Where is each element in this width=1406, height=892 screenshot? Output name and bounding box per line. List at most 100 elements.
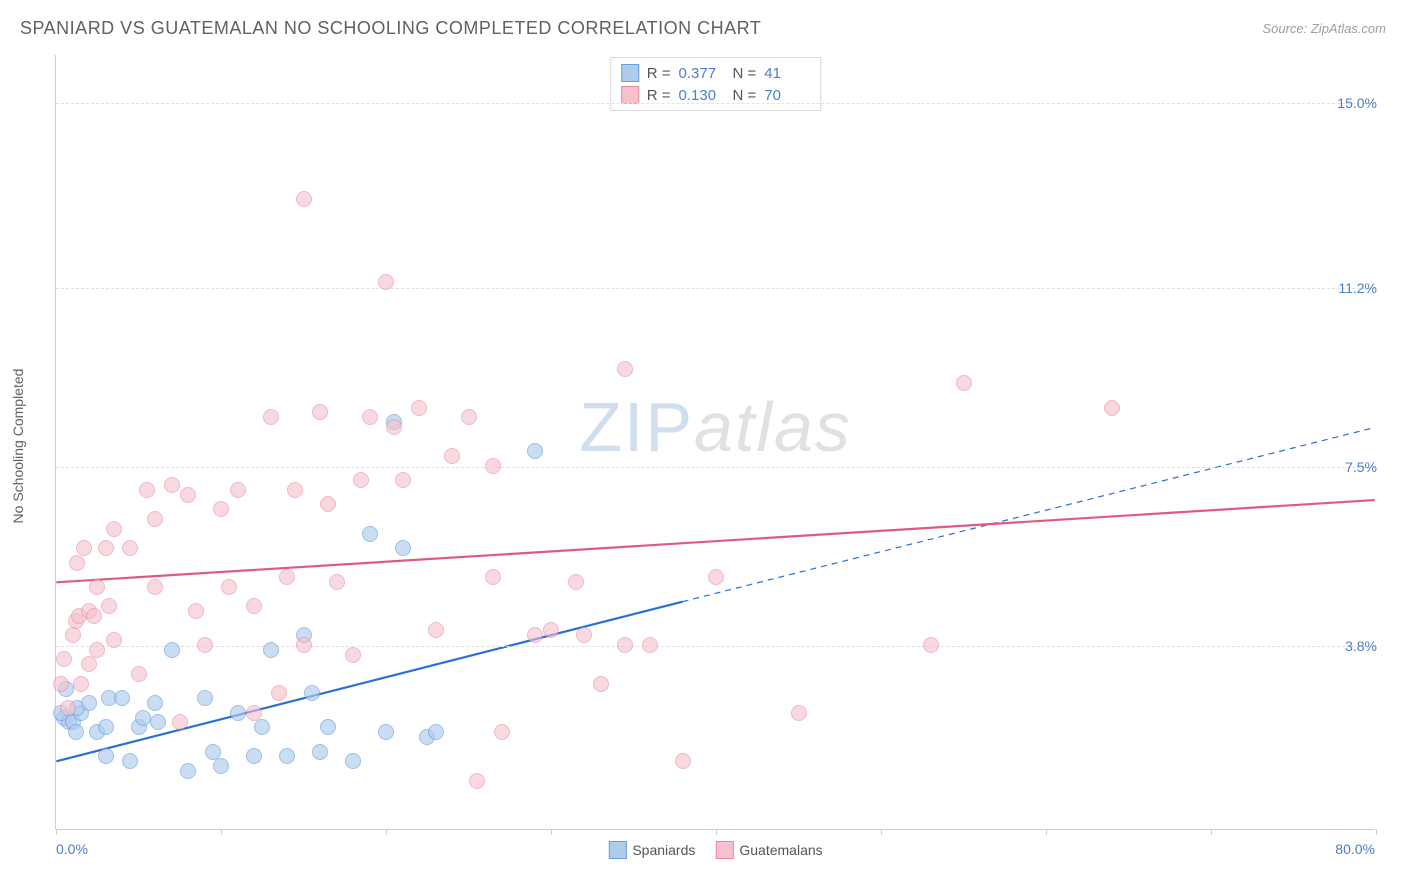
gridline: [56, 467, 1375, 468]
N-label: N =: [733, 87, 757, 104]
spaniards-legend-swatch: [608, 841, 626, 859]
guatemalans-point: [197, 637, 213, 653]
spaniards-point: [312, 744, 328, 760]
spaniards-point: [150, 714, 166, 730]
guatemalans-point: [378, 274, 394, 290]
guatemalans-point: [287, 482, 303, 498]
spaniards-trendline: [56, 602, 682, 762]
guatemalans-point: [76, 540, 92, 556]
gridline-label: 7.5%: [1339, 459, 1377, 475]
spaniards-trendline-extrapolated: [683, 427, 1375, 601]
y-axis-title: No Schooling Completed: [10, 369, 26, 524]
guatemalans-point: [188, 603, 204, 619]
spaniards-point: [205, 744, 221, 760]
guatemalans-point: [122, 540, 138, 556]
guatemalans-point: [172, 714, 188, 730]
guatemalans-point: [461, 409, 477, 425]
guatemalans-point: [485, 458, 501, 474]
N-label: N =: [733, 65, 757, 82]
guatemalans-point: [164, 477, 180, 493]
spaniards-point: [114, 690, 130, 706]
guatemalans-point: [956, 375, 972, 391]
guatemalans-point: [271, 685, 287, 701]
x-axis-min-label: 0.0%: [56, 841, 88, 857]
spaniards-swatch: [621, 64, 639, 82]
spaniards-point: [122, 753, 138, 769]
series-legend: Spaniards Guatemalans: [608, 841, 822, 859]
guatemalans-point: [246, 705, 262, 721]
guatemalans-point: [279, 569, 295, 585]
spaniards-point: [428, 724, 444, 740]
guatemalans-point: [221, 579, 237, 595]
guatemalans-point: [180, 487, 196, 503]
guatemalans-point: [246, 598, 262, 614]
guatemalans-point: [494, 724, 510, 740]
spaniards-point: [320, 719, 336, 735]
guatemalans-point: [386, 419, 402, 435]
guatemalans-point: [89, 642, 105, 658]
guatemalans-point: [329, 574, 345, 590]
source-name: ZipAtlas.com: [1311, 21, 1386, 36]
guatemalans-point: [147, 511, 163, 527]
x-tick: [56, 829, 57, 835]
spaniards-point: [263, 642, 279, 658]
plot-area: ZIPatlas R =0.377N =41R =0.130N =70 0.0%…: [55, 55, 1375, 830]
guatemalans-point: [617, 361, 633, 377]
N-value: 41: [764, 65, 810, 82]
spaniards-point: [180, 763, 196, 779]
x-tick: [1211, 829, 1212, 835]
guatemalans-point: [101, 598, 117, 614]
spaniards-point: [164, 642, 180, 658]
x-tick: [1046, 829, 1047, 835]
R-value: 0.130: [679, 87, 725, 104]
gridline-label: 11.2%: [1332, 280, 1377, 296]
guatemalans-point: [65, 627, 81, 643]
guatemalans-point: [131, 666, 147, 682]
spaniards-point: [147, 695, 163, 711]
legend-label: Guatemalans: [739, 842, 822, 858]
watermark-atlas: atlas: [694, 388, 852, 466]
guatemalans-point: [353, 472, 369, 488]
guatemalans-point: [296, 191, 312, 207]
stats-row-spaniards: R =0.377N =41: [621, 62, 811, 84]
spaniards-point: [98, 719, 114, 735]
guatemalans-point: [213, 501, 229, 517]
source-attribution: Source: ZipAtlas.com: [1262, 21, 1386, 36]
spaniards-point: [230, 705, 246, 721]
guatemalans-point: [444, 448, 460, 464]
guatemalans-point: [147, 579, 163, 595]
guatemalans-point: [263, 409, 279, 425]
R-label: R =: [647, 87, 671, 104]
guatemalans-point: [98, 540, 114, 556]
guatemalans-point: [312, 404, 328, 420]
x-tick: [551, 829, 552, 835]
gridline: [56, 288, 1375, 289]
guatemalans-point: [923, 637, 939, 653]
guatemalans-point: [106, 632, 122, 648]
spaniards-point: [527, 443, 543, 459]
guatemalans-point: [296, 637, 312, 653]
guatemalans-point: [320, 496, 336, 512]
gridline: [56, 646, 1375, 647]
guatemalans-point: [139, 482, 155, 498]
spaniards-point: [378, 724, 394, 740]
guatemalans-point: [1104, 400, 1120, 416]
guatemalans-point: [791, 705, 807, 721]
guatemalans-point: [568, 574, 584, 590]
guatemalans-point: [56, 651, 72, 667]
legend-item-spaniards: Spaniards: [608, 841, 695, 859]
guatemalans-point: [89, 579, 105, 595]
spaniards-point: [213, 758, 229, 774]
spaniards-point: [98, 748, 114, 764]
guatemalans-point: [345, 647, 361, 663]
guatemalans-point: [86, 608, 102, 624]
guatemalans-point: [485, 569, 501, 585]
guatemalans-point: [411, 400, 427, 416]
x-tick: [221, 829, 222, 835]
guatemalans-point: [675, 753, 691, 769]
guatemalans-point: [708, 569, 724, 585]
x-tick: [716, 829, 717, 835]
guatemalans-point: [106, 521, 122, 537]
guatemalans-point: [469, 773, 485, 789]
watermark-zip: ZIP: [579, 388, 694, 466]
